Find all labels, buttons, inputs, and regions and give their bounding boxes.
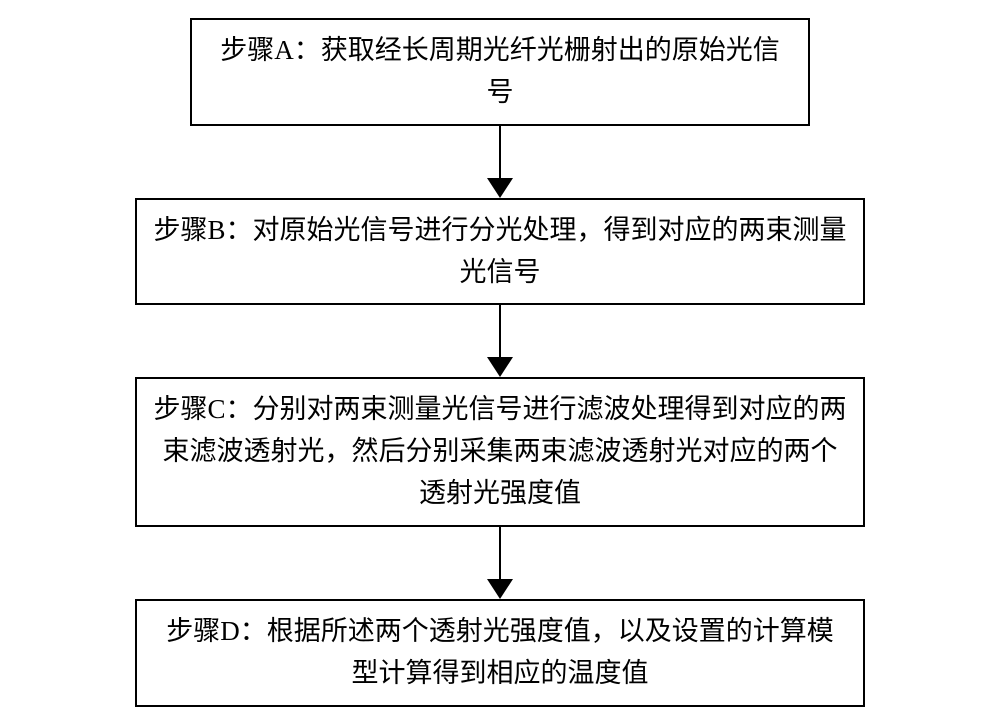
arrow-line [499, 527, 502, 580]
arrow-head-icon [487, 178, 513, 198]
step-box-c: 步骤C：分别对两束测量光信号进行滤波处理得到对应的两束滤波透射光，然后分别采集两… [135, 377, 865, 527]
step-box-a: 步骤A：获取经长周期光纤光栅射出的原始光信号 [190, 18, 810, 126]
arrow-ab [487, 126, 513, 198]
arrow-line [499, 305, 502, 358]
arrow-bc [487, 305, 513, 377]
arrow-head-icon [487, 357, 513, 377]
flowchart-container: 步骤A：获取经长周期光纤光栅射出的原始光信号 步骤B：对原始光信号进行分光处理，… [135, 18, 865, 707]
arrow-line [499, 126, 502, 179]
step-box-b: 步骤B：对原始光信号进行分光处理，得到对应的两束测量光信号 [135, 198, 865, 306]
step-box-d: 步骤D：根据所述两个透射光强度值，以及设置的计算模型计算得到相应的温度值 [135, 599, 865, 707]
arrow-cd [487, 527, 513, 599]
arrow-head-icon [487, 579, 513, 599]
